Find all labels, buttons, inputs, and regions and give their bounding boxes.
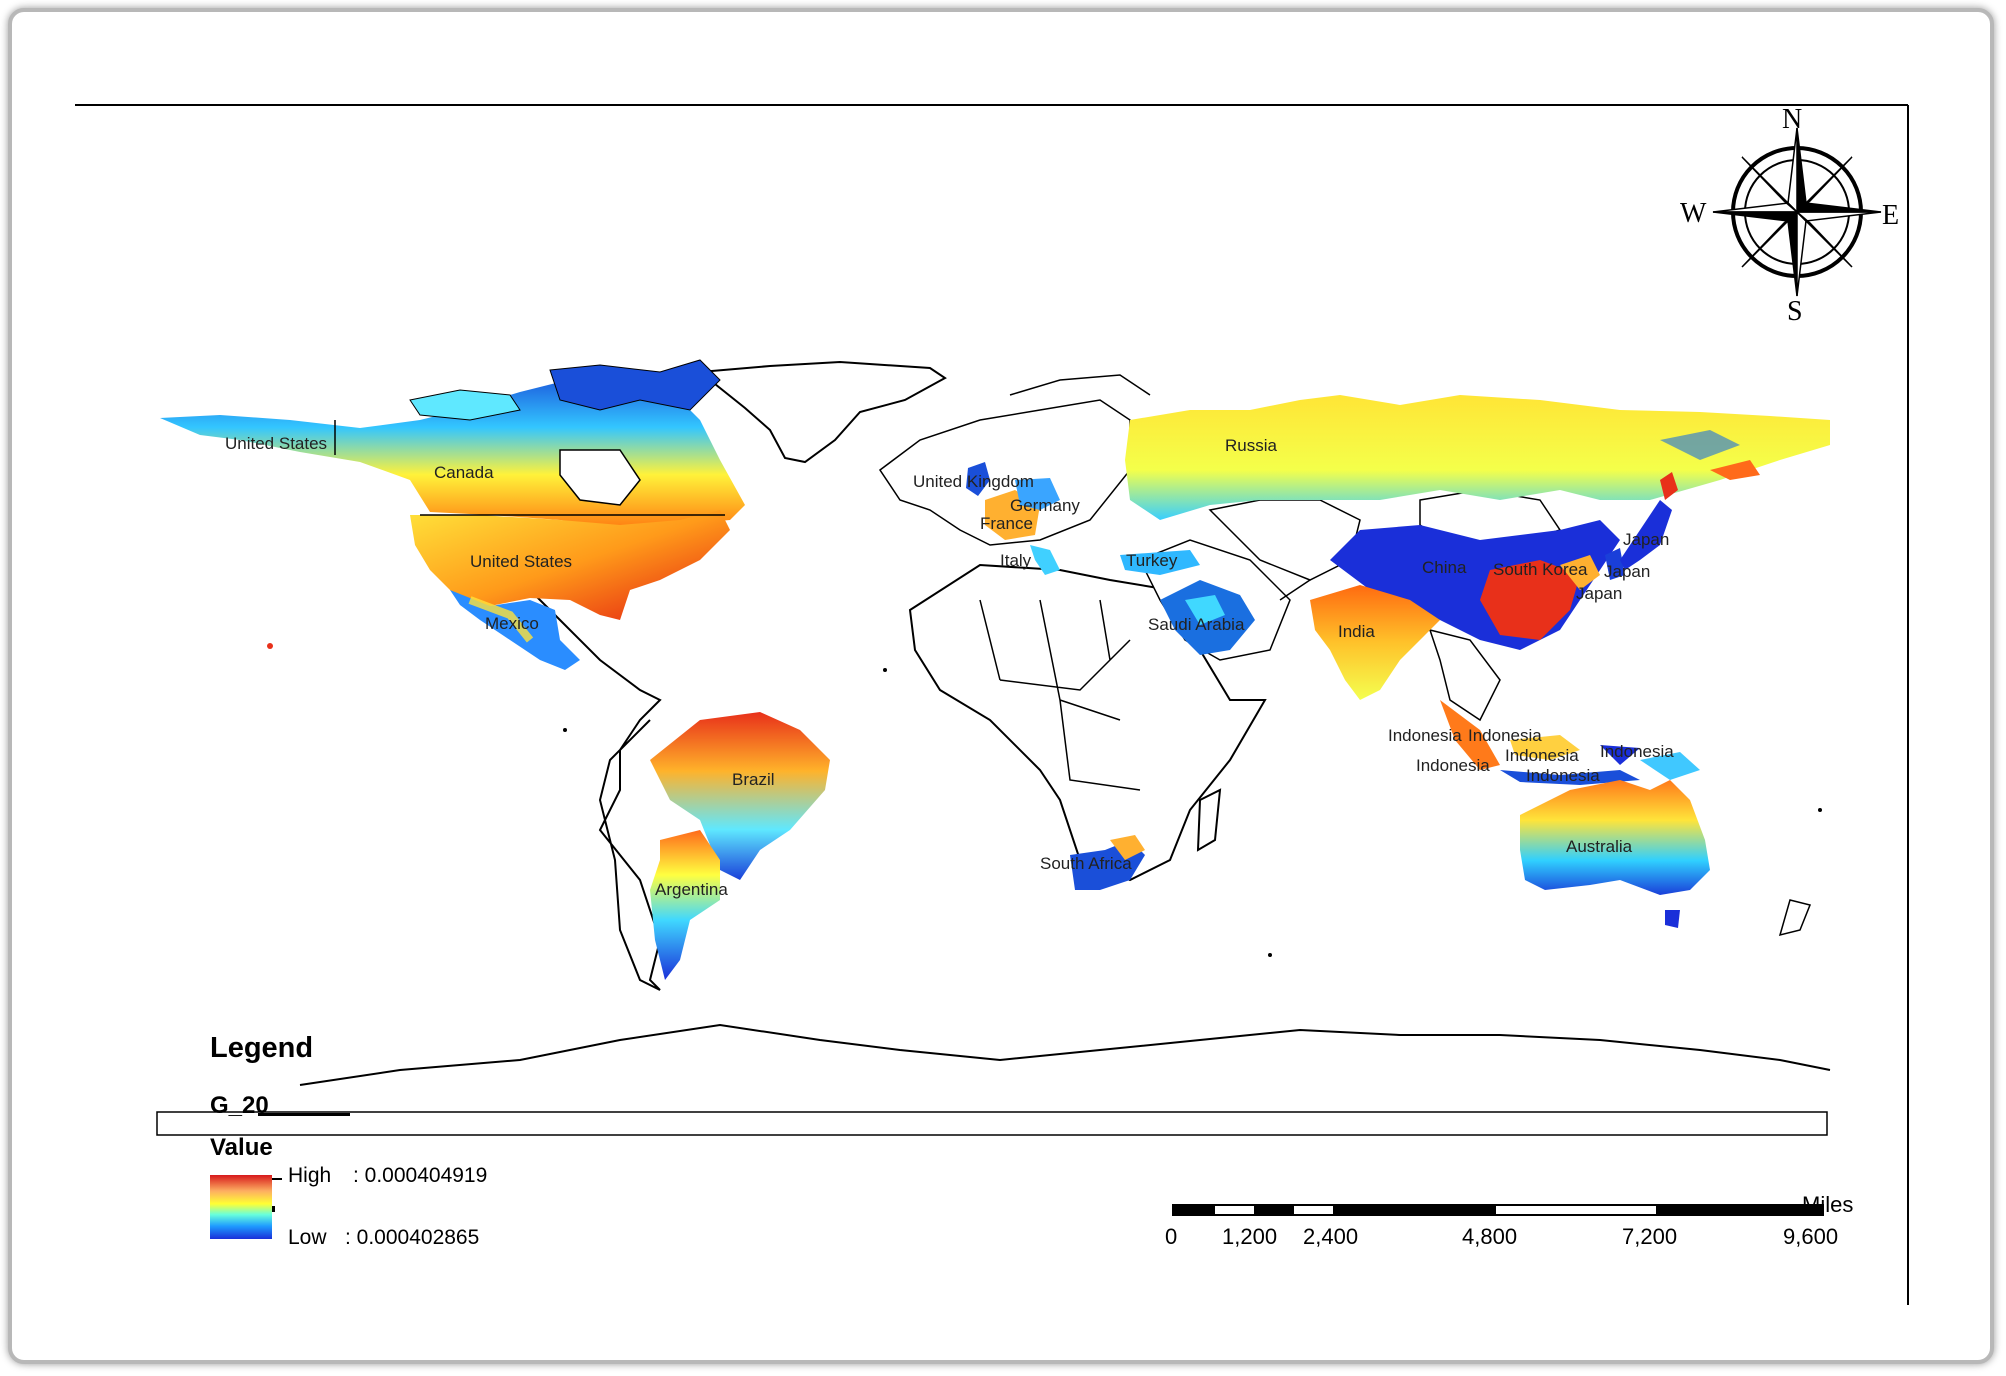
country-label: United States (225, 434, 328, 453)
compass-west: W (1680, 198, 1707, 229)
country-label: Brazil (732, 770, 775, 789)
country-label: Australia (1566, 837, 1633, 856)
country-label: Indonesia (1526, 766, 1600, 785)
legend-high-label: High (288, 1164, 332, 1187)
country-label: Indonesia (1505, 746, 1579, 765)
compass-east: E (1882, 200, 1900, 231)
scale-bar (1172, 1204, 1824, 1216)
country-label: Saudi Arabia (1148, 615, 1245, 634)
legend-low-value: : 0.000402865 (345, 1226, 480, 1249)
country-label: Japan (1623, 530, 1670, 549)
russia-region (1125, 395, 1830, 520)
country-label: South Korea (1493, 560, 1588, 579)
country-label: Indonesia (1416, 756, 1490, 775)
scale-tick-label: 0 (1165, 1224, 1178, 1249)
legend-low-label: Low (288, 1226, 327, 1249)
country-label: South Africa (1040, 854, 1132, 873)
country-label: Indonesia (1388, 726, 1462, 745)
country-label: United Kingdom (913, 472, 1034, 491)
legend-high-value: : 0.000404919 (353, 1164, 488, 1187)
country-label: Japan (1604, 562, 1651, 581)
country-label: India (1338, 622, 1375, 641)
country-label: Russia (1225, 436, 1277, 455)
argentina-region (650, 830, 720, 980)
scale-tick-label: 1,200 (1222, 1224, 1278, 1249)
legend-field-name: Value (210, 1134, 273, 1161)
usa-region (410, 510, 730, 620)
country-label: Turkey (1126, 551, 1178, 570)
country-label: Mexico (485, 614, 539, 633)
country-label: United States (470, 552, 573, 571)
country-label: France (980, 514, 1033, 533)
scale-unit: Miles (1802, 1192, 1854, 1217)
scale-tick-label: 4,800 (1462, 1224, 1518, 1249)
legend-title: Legend (210, 1032, 314, 1064)
australia-region (1520, 780, 1710, 895)
compass-rose-icon (1712, 127, 1882, 297)
country-label: China (1422, 558, 1467, 577)
compass-north: N (1782, 104, 1803, 135)
country-label: Germany (1010, 496, 1080, 515)
brazil-region (650, 712, 830, 880)
country-label: Japan (1576, 584, 1623, 603)
scale-tick-label: 7,200 (1622, 1224, 1678, 1249)
india-region (1310, 585, 1440, 700)
scale-tick-label: 9,600 (1783, 1224, 1839, 1249)
mexico-region (450, 590, 580, 670)
country-label: Indonesia (1600, 742, 1674, 761)
country-label: Indonesia (1468, 726, 1542, 745)
country-label: Canada (434, 463, 494, 482)
country-label: Argentina (655, 880, 728, 899)
legend-color-ramp (210, 1175, 272, 1239)
country-label: Italy (1000, 551, 1032, 570)
compass-south: S (1787, 296, 1803, 327)
indonesia-region (1440, 700, 1500, 770)
scale-tick-label: 2,400 (1303, 1224, 1359, 1249)
